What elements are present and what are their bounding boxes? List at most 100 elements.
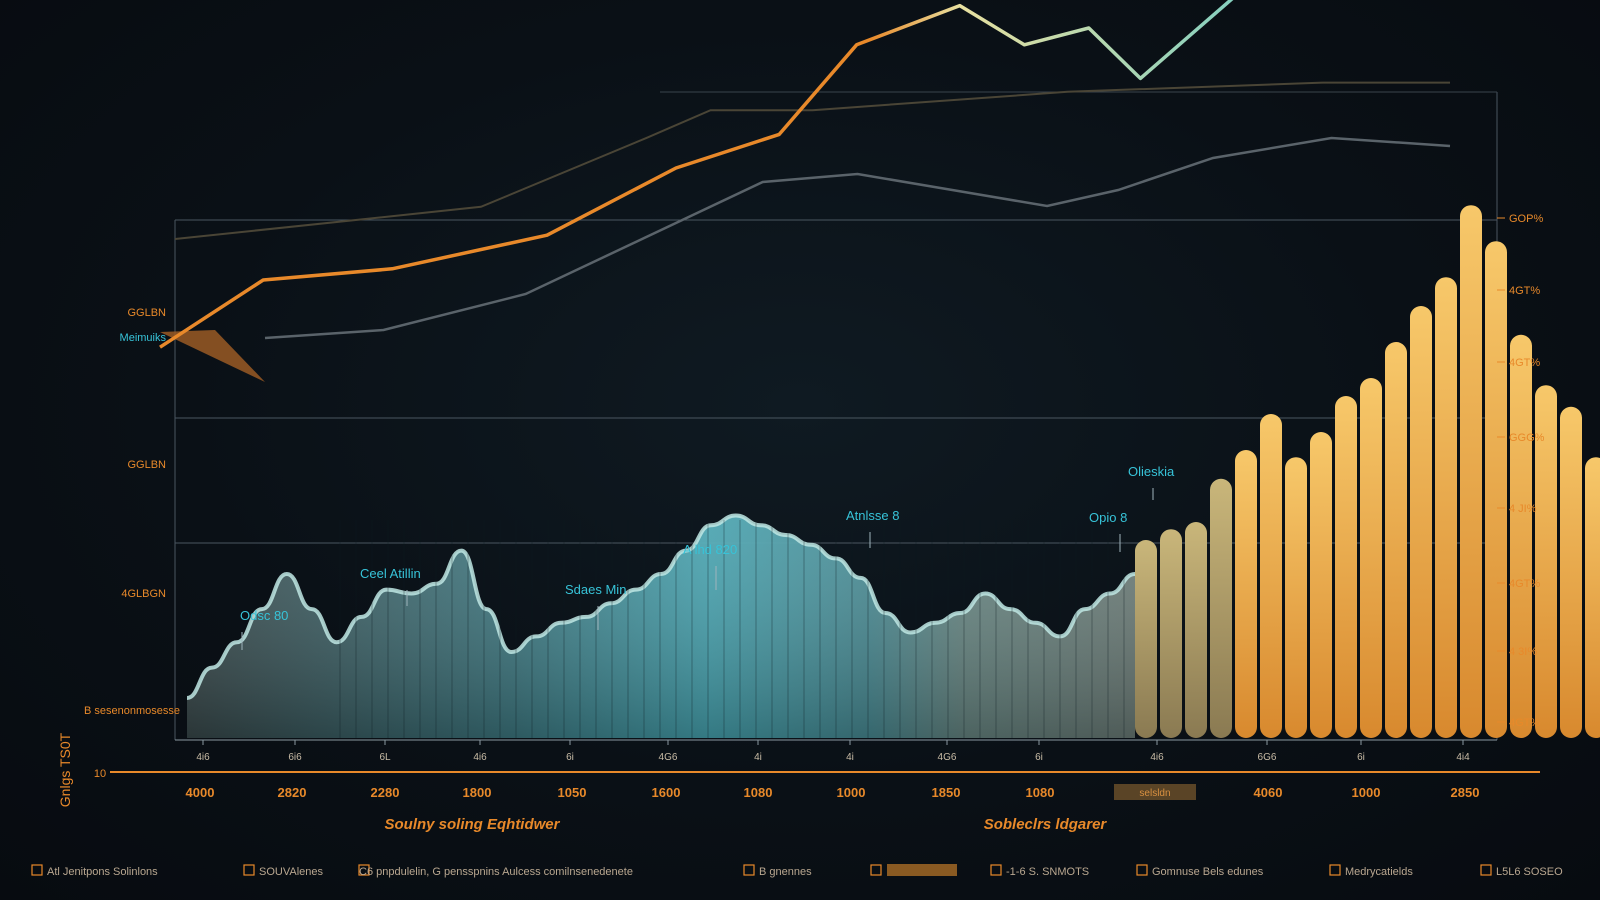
x-axis-title-right: Sobleclrs ldgarer: [984, 816, 1108, 833]
bar: [1585, 457, 1600, 738]
annotation-label: Atnlsse 8: [846, 508, 899, 523]
legend-item: Atl Jenitpons Solinlons: [31, 864, 158, 878]
x-tick-top-label: 4i4: [1456, 752, 1470, 763]
annotation: A lhd 820: [683, 542, 737, 590]
annotation-label: A lhd 820: [683, 542, 737, 557]
left-axis-label: B sesenonmosesse: [84, 705, 180, 717]
x-tick-top-label: 6i: [566, 752, 574, 763]
annotation-label: Olieskia: [1128, 464, 1175, 479]
bar: [1485, 241, 1507, 738]
right-tick-label: 4 JI%: [1509, 503, 1537, 515]
legend-label: Medrycatields: [1345, 866, 1413, 878]
x-tick-top-label: 6L: [379, 752, 391, 763]
bar: [1235, 450, 1257, 738]
x-tick-top-label: 4G6: [659, 752, 678, 763]
x-tick-top-label: 4i6: [1150, 752, 1164, 763]
legend-swatch: [1136, 864, 1148, 876]
bar: [1310, 432, 1332, 738]
left-axis-label: 4GLBGN: [121, 588, 166, 600]
x-tick-bottom-label: 1000: [1352, 785, 1381, 800]
bar: [1510, 334, 1532, 738]
annotation: Olieskia: [1128, 464, 1175, 500]
legend-swatch: [243, 864, 255, 876]
right-tick-label: 4GT%: [1509, 285, 1540, 297]
legend-item: Medrycatields: [1329, 864, 1413, 878]
bar: [1460, 205, 1482, 738]
bar: [1535, 385, 1557, 738]
x-axis-title-left: Soulny soling Eqhtidwer: [384, 816, 560, 833]
x-tick-bottom-label: 1800: [463, 785, 492, 800]
legend-item: -1-6 S. SNMOTS: [990, 864, 1089, 878]
annotation: Atnlsse 8: [846, 508, 899, 548]
right-tick-label: 4GT%: [1509, 717, 1540, 729]
legend-label: C6 pnpdulelin, G pensspnins Aulcess comi…: [359, 866, 633, 878]
legend-label: Atl Jenitpons Solinlons: [47, 866, 158, 878]
legend-item: SOUVAlenes: [243, 864, 323, 878]
x-highlight-box: [1114, 784, 1196, 800]
legend-label: B gnennes: [759, 866, 812, 878]
x-tick-top-label: 4G6: [938, 752, 957, 763]
x-tick-bottom-label: 1850: [932, 785, 961, 800]
annotation-label: Opio 8: [1089, 510, 1127, 525]
annotation: Odsc 80: [240, 608, 288, 650]
x-tick-top-label: 4i6: [196, 752, 210, 763]
legend-swatch: [990, 864, 1002, 876]
bar: [1385, 342, 1407, 738]
series-line-gray: [264, 136, 1451, 340]
x-tick-bottom-label: 2850: [1451, 785, 1480, 800]
legend-item: L5L6 SOSEO: [1480, 864, 1563, 878]
series-line-main: [159, 0, 1234, 349]
right-tick-label: 4GT%: [1509, 578, 1540, 590]
bar: [1435, 277, 1457, 738]
legend-item: [870, 864, 957, 876]
legend-swatch: [743, 864, 755, 876]
x-tick-bottom-label: 4000: [186, 785, 215, 800]
legend-swatch: [1480, 864, 1492, 876]
x-tick-bottom-label: 1080: [744, 785, 773, 800]
x-tick-bottom-label: 4060: [1254, 785, 1283, 800]
right-tick-label: GGG%: [1509, 432, 1545, 444]
bar: [1210, 478, 1232, 738]
annotation-label: Sdaes Min: [565, 582, 626, 597]
annotation-label: Ceel Atillin: [360, 566, 421, 581]
x-tick-bottom-label: 1050: [558, 785, 587, 800]
bar: [1185, 522, 1207, 738]
x-tick-bottom-label: 2820: [278, 785, 307, 800]
bars-group: [1135, 205, 1600, 738]
line-start-wedge: [160, 330, 265, 382]
annotation: Sdaes Min: [565, 582, 626, 630]
right-tick-label: GOP%: [1509, 213, 1543, 225]
area-ridge: [186, 513, 1136, 700]
bar: [1560, 406, 1582, 738]
bar: [1285, 457, 1307, 738]
annotation: Ceel Atillin: [360, 566, 421, 606]
left-axis-label: Meimuiks: [120, 332, 167, 344]
bar: [1160, 529, 1182, 738]
left-axis-label: GGLBN: [127, 307, 166, 319]
legend-swatch: [870, 864, 882, 876]
legend-label: -1-6 S. SNMOTS: [1006, 866, 1089, 878]
left-axis-label: GGLBN: [127, 459, 166, 471]
bar: [1260, 414, 1282, 738]
legend-swatch: [1329, 864, 1341, 876]
x-tick-top-label: 4i: [846, 752, 854, 763]
x-highlight-label: selsldn: [1139, 788, 1170, 799]
x-tick-bottom-label: 2280: [371, 785, 400, 800]
right-tick-label: 4GT%: [1509, 357, 1540, 369]
bar: [1360, 378, 1382, 738]
x-tick-top-label: 6i: [1035, 752, 1043, 763]
x-tick-bottom-label: 1080: [1026, 785, 1055, 800]
area-stripes: [339, 520, 1125, 738]
x-tick-bottom-label: 1000: [837, 785, 866, 800]
bar: [1135, 540, 1157, 738]
legend-item: C6 pnpdulelin, G pensspnins Aulcess comi…: [358, 864, 633, 878]
annotation-label: Odsc 80: [240, 608, 288, 623]
x-tick-top-label: 6G6: [1258, 752, 1277, 763]
legend-label: L5L6 SOSEO: [1496, 866, 1563, 878]
area-shade: [187, 515, 1135, 738]
bar: [1335, 396, 1357, 738]
y-axis-title: Gnlgs TS0T: [57, 732, 73, 807]
legend-swatch: [31, 864, 43, 876]
